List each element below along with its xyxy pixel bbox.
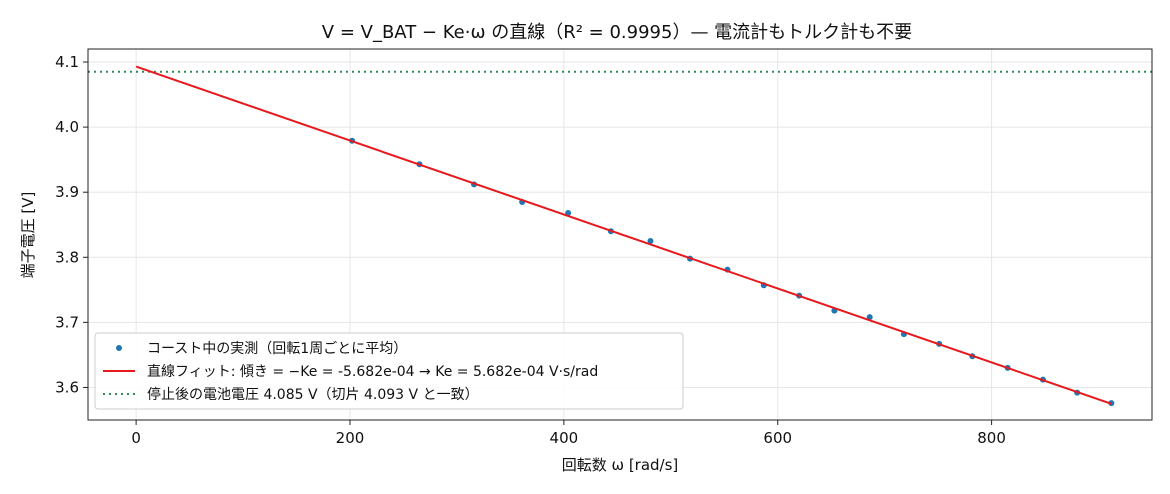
x-tick-label: 400 bbox=[550, 429, 579, 447]
y-tick-label: 3.7 bbox=[55, 313, 79, 331]
y-axis-label: 端子電圧 [V] bbox=[19, 192, 37, 279]
y-tick-label: 3.8 bbox=[55, 248, 79, 266]
measured-point bbox=[866, 314, 873, 321]
tick-layer: 0 200 400 600 800 3.6 3.7 3.8 3.9 4.0 4.1 bbox=[55, 53, 1006, 447]
legend-box bbox=[94, 332, 684, 410]
y-tick-label: 3.6 bbox=[55, 378, 79, 396]
plot-frame bbox=[87, 48, 1153, 421]
x-axis-label: 回転数 ω [rad/s] bbox=[562, 456, 679, 474]
x-tick-label: 0 bbox=[131, 429, 141, 447]
y-tick-label: 3.9 bbox=[55, 183, 79, 201]
legend-marker-measured bbox=[116, 345, 122, 351]
legend-label: 直線フィット: 傾き = −Ke = -5.682e-04 → Ke = 5.6… bbox=[147, 363, 598, 380]
x-tick-label: 600 bbox=[763, 429, 792, 447]
chart-title: V = V_BAT − Ke·ω の直線（R² = 0.9995）— 電流計もト… bbox=[322, 22, 912, 43]
x-tick-label: 800 bbox=[977, 429, 1006, 447]
y-tick-label: 4.1 bbox=[55, 53, 79, 71]
legend: コースト中の実測（回転1周ごとに平均） 直線フィット: 傾き = −Ke = -5… bbox=[94, 332, 684, 410]
data-layer bbox=[88, 65, 1152, 407]
x-tick-label: 200 bbox=[336, 429, 365, 447]
legend-label: コースト中の実測（回転1周ごとに平均） bbox=[147, 341, 407, 357]
y-tick-label: 4.0 bbox=[55, 118, 79, 136]
legend-label: 停止後の電池電圧 4.085 V（切片 4.093 V と一致） bbox=[147, 386, 479, 403]
measured-point bbox=[647, 238, 654, 245]
fit-line bbox=[135, 65, 1112, 405]
